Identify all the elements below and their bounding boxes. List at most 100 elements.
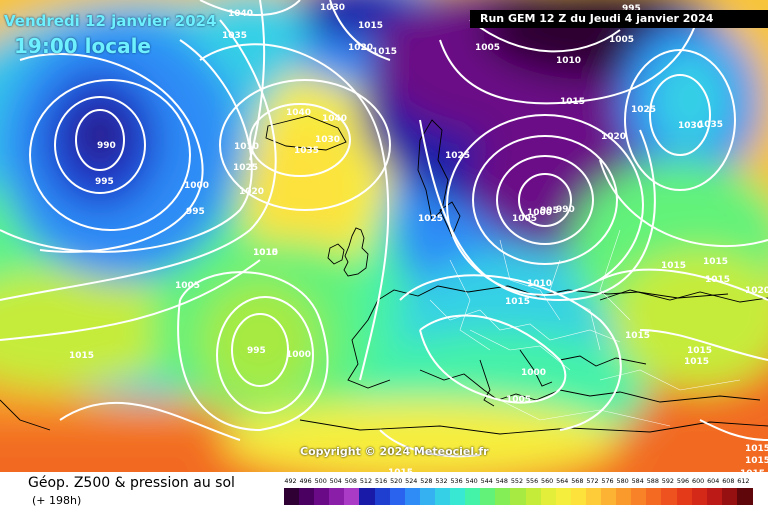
pressure-label: 1015	[253, 248, 278, 258]
run-info-box	[470, 10, 768, 28]
pressure-label: 1030	[678, 121, 703, 131]
legend-swatch	[706, 488, 723, 505]
pressure-label: 1010	[234, 142, 259, 152]
pressure-label: 1015	[740, 469, 765, 472]
pressure-label: 1000	[184, 181, 209, 191]
legend-tick: 540	[465, 477, 478, 485]
legend-tick: 600	[692, 477, 705, 485]
legend-tick: 512	[359, 477, 373, 485]
pressure-label: 1015	[661, 261, 686, 271]
pressure-label: 1040	[322, 114, 347, 124]
pressure-label: 995	[622, 4, 641, 14]
geopotential-map: 1015101510201030104010351035995100510051…	[0, 0, 768, 472]
forecast-time: 19:00 locale	[14, 34, 151, 58]
pressure-label: 1015	[372, 47, 397, 57]
legend-tick: 592	[661, 477, 674, 485]
legend-tick: 496	[299, 477, 312, 485]
legend-tick: 580	[616, 477, 629, 485]
geopotential-field	[0, 0, 768, 472]
pressure-label: 1030	[315, 135, 340, 145]
legend-swatch	[691, 488, 708, 505]
pressure-label: 1035	[698, 120, 723, 130]
pressure-label: 1040	[228, 9, 253, 19]
legend-swatch	[450, 488, 467, 505]
legend-swatch	[299, 488, 316, 505]
legend-tick: 604	[707, 477, 720, 485]
pressure-label: 1005	[609, 35, 634, 45]
run-info: Run GEM 12 Z du Jeudi 4 janvier 2024	[480, 12, 714, 25]
pressure-label: 1015	[560, 97, 585, 107]
legend-tick: 552	[510, 477, 524, 485]
legend-tick: 492	[284, 477, 297, 485]
pressure-label: 1020	[601, 132, 626, 142]
pressure-label: 1015	[687, 346, 712, 356]
pressure-label: 1010	[556, 56, 581, 66]
pressure-label: 1000	[527, 208, 552, 218]
legend-swatch	[404, 488, 421, 505]
pressure-label: 1000	[286, 350, 311, 360]
pressure-label: 1005	[506, 395, 531, 405]
legend-tick: 508	[344, 477, 357, 485]
legend-swatch	[284, 488, 300, 505]
legend-swatch	[661, 488, 678, 505]
copyright: Copyright © 2024 Meteociel.fr	[300, 445, 489, 458]
legend-swatch	[465, 488, 482, 505]
legend-tick: 564	[556, 477, 569, 485]
pressure-label: 1025	[418, 214, 443, 224]
legend-swatch	[359, 488, 376, 505]
forecast-step: (+ 198h)	[32, 494, 82, 507]
legend-tick: 536	[450, 477, 463, 485]
legend-tick: 544	[480, 477, 493, 485]
legend-tick: 560	[541, 477, 554, 485]
pressure-label: 990	[556, 205, 575, 215]
pressure-label: 1025	[445, 151, 470, 161]
pressure-label: 1035	[222, 31, 247, 41]
legend-swatch	[631, 488, 648, 505]
pressure-label: 1010	[253, 248, 278, 258]
legend-tick: 532	[435, 477, 448, 485]
pressure-label: 1015	[69, 351, 94, 361]
pressure-label: 1015	[388, 468, 413, 472]
legend-swatch	[555, 488, 572, 505]
pressure-label: 1015	[745, 456, 768, 466]
pressure-label: 1015	[505, 297, 530, 307]
pressure-label: 1010	[527, 279, 552, 289]
pressure-label: 1015	[358, 21, 383, 31]
legend-tick: 500	[314, 477, 327, 485]
legend-tick: 504	[329, 477, 342, 485]
legend-swatch	[601, 488, 618, 505]
pressure-label: 1005	[175, 281, 200, 291]
legend-swatch	[721, 488, 738, 505]
legend-swatch	[329, 488, 346, 505]
legend-swatch	[344, 488, 361, 505]
pressure-label: 1005	[475, 43, 500, 53]
legend-swatch	[616, 488, 633, 505]
legend-swatch	[495, 488, 512, 505]
pressure-label: 1035	[294, 146, 319, 156]
pressure-label: 1015	[705, 275, 730, 285]
pressure-label: 995	[95, 177, 114, 187]
pressure-label: 1025	[631, 105, 656, 115]
pressure-label: 1020	[348, 43, 373, 53]
pressure-label: 1000	[521, 368, 546, 378]
legend-tick: 524	[405, 477, 418, 485]
isobars	[0, 0, 768, 456]
legend-tick: 520	[390, 477, 403, 485]
legend-tick: 516	[374, 477, 388, 485]
pressure-label: 1015	[684, 357, 709, 367]
pressure-label: 995	[540, 206, 559, 216]
legend-tick: 612	[737, 477, 750, 485]
pressure-label: 995	[186, 207, 205, 217]
forecast-date: Vendredi 12 janvier 2024	[4, 12, 217, 30]
legend-tick: 572	[586, 477, 599, 485]
color-legend: 492 496 500 504 508 512 516 520 524 528 532 536 540 5…	[284, 477, 753, 509]
legend-tick: 548	[495, 477, 508, 485]
pressure-label: 1005	[512, 214, 537, 224]
pressure-label: 1020	[239, 187, 264, 197]
legend-tick: 528	[420, 477, 433, 485]
legend-swatch	[676, 488, 693, 505]
legend-swatch	[570, 488, 587, 505]
pressure-label: 1015	[745, 444, 768, 454]
legend-swatch	[374, 488, 391, 505]
